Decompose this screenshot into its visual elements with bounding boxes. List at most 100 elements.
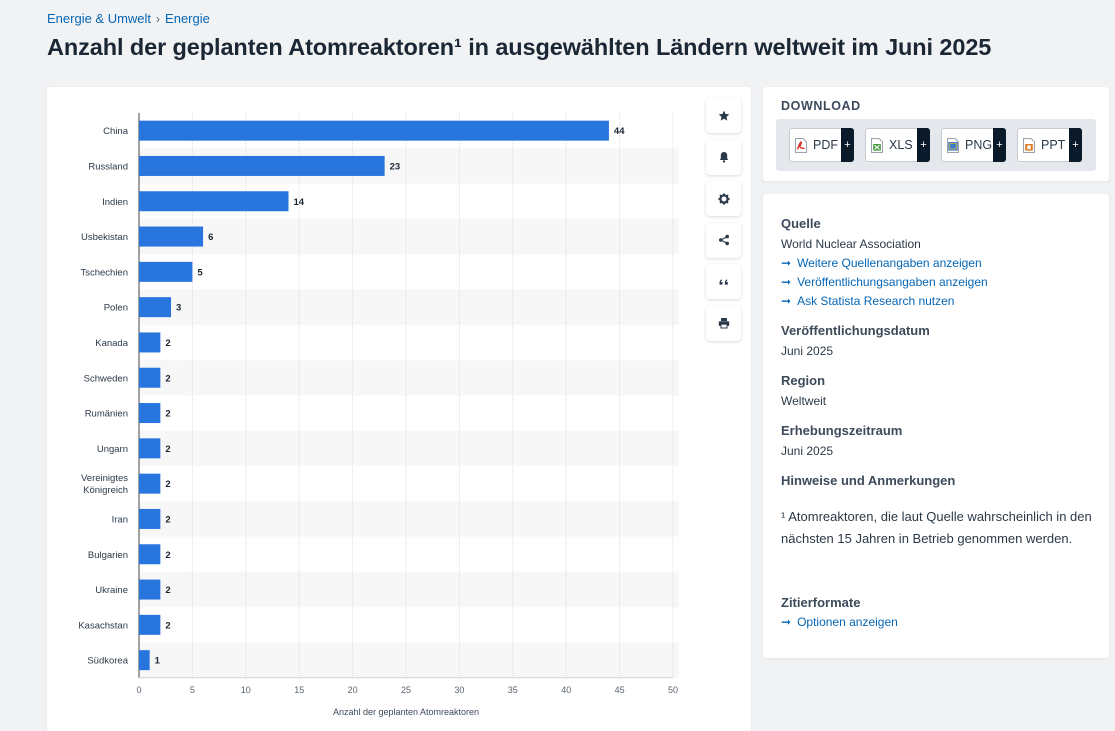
arrow-right-icon: ➞ xyxy=(781,615,792,629)
share-button[interactable] xyxy=(706,222,741,258)
category-label-line: Usbekistan xyxy=(81,232,128,243)
category-label: China xyxy=(103,126,129,137)
category-label-line: Ungarn xyxy=(97,444,128,455)
data-label: 2 xyxy=(165,585,170,596)
source-heading: Quelle xyxy=(781,216,821,231)
download-button-bar: PDF + XLS + PNG + PPT + xyxy=(776,119,1096,171)
category-label: Bulgarien xyxy=(88,550,128,561)
link-ask-research[interactable]: ➞ Ask Statista Research nutzen xyxy=(781,294,954,308)
bell-icon xyxy=(719,152,728,163)
favorite-button[interactable] xyxy=(706,98,741,133)
statistic-info-panel: Quelle World Nuclear Association ➞ Weite… xyxy=(763,194,1109,658)
category-label: Russland xyxy=(88,161,128,172)
link-ask-research-label: Ask Statista Research nutzen xyxy=(797,294,955,308)
x-tick-label: 20 xyxy=(348,685,358,695)
category-label: Schweden xyxy=(84,373,128,384)
data-label: 44 xyxy=(614,126,625,137)
publication-date-value: Juni 2025 xyxy=(781,344,834,358)
data-label: 23 xyxy=(390,161,401,172)
source-value: World Nuclear Association xyxy=(781,237,921,251)
settings-button[interactable] xyxy=(706,181,741,216)
category-label: Indien xyxy=(102,197,128,208)
data-label: 2 xyxy=(165,338,170,349)
arrow-right-icon: ➞ xyxy=(781,256,792,270)
category-label-line: Ukraine xyxy=(95,585,128,596)
bar xyxy=(139,473,161,494)
x-tick-label: 30 xyxy=(454,685,464,695)
category-label: Tschechien xyxy=(80,267,128,278)
print-button[interactable] xyxy=(706,305,741,341)
download-panel: DOWNLOAD PDF + XLS + PNG + PPT + xyxy=(763,87,1109,181)
download-pdf-button[interactable]: PDF + xyxy=(789,128,854,162)
download-ppt-label: PPT xyxy=(1041,138,1066,152)
category-label-line: Rumänien xyxy=(85,409,128,420)
breadcrumb-item-energie-umwelt[interactable]: Energie & Umwelt xyxy=(47,11,152,26)
row-background xyxy=(139,501,679,537)
data-label: 6 xyxy=(208,232,213,243)
x-tick-label: 50 xyxy=(668,685,678,695)
download-ppt-button[interactable]: PPT + xyxy=(1017,128,1082,162)
download-ppt-plus[interactable]: + xyxy=(1069,128,1082,162)
citation-formats-heading: Zitierformate xyxy=(781,595,861,610)
download-png-button[interactable]: PNG + xyxy=(941,128,1006,162)
category-label-line: Südkorea xyxy=(87,656,128,667)
chart-toolbar xyxy=(706,98,742,347)
category-label: Polen xyxy=(104,303,128,314)
bar xyxy=(139,155,385,176)
bar xyxy=(139,544,161,565)
bar xyxy=(139,226,204,247)
notes-text: ¹ Atomreaktoren, die laut Quelle wahrsch… xyxy=(781,509,1092,546)
cite-button[interactable] xyxy=(706,264,741,299)
quote-icon xyxy=(719,278,728,285)
download-png-plus[interactable]: + xyxy=(993,128,1006,162)
x-tick-label: 40 xyxy=(561,685,571,695)
link-publication-details[interactable]: ➞ Veröffentlichungsangaben anzeigen xyxy=(781,275,988,289)
bar xyxy=(139,614,161,635)
row-background xyxy=(139,571,679,608)
data-label: 2 xyxy=(165,620,170,631)
download-pdf-plus[interactable]: + xyxy=(841,128,854,162)
category-label: Vereinigtes Königreich xyxy=(81,473,128,496)
download-xls-button[interactable]: XLS + xyxy=(865,128,930,162)
survey-period-heading: Erhebungszeitraum xyxy=(781,423,903,438)
bar xyxy=(139,650,150,671)
category-label-line: Schweden xyxy=(84,373,128,384)
star-icon xyxy=(718,110,729,121)
row-background xyxy=(139,218,679,255)
png-file-icon xyxy=(947,137,959,153)
x-tick-label: 35 xyxy=(508,685,518,695)
bar xyxy=(139,508,161,529)
region-heading: Region xyxy=(781,373,826,388)
download-pdf-label: PDF xyxy=(813,138,838,152)
link-more-sources[interactable]: ➞ Weitere Quellenangaben anzeigen xyxy=(781,256,982,270)
bar xyxy=(139,438,161,459)
gear-icon xyxy=(717,192,730,205)
link-more-sources-label: Weitere Quellenangaben anzeigen xyxy=(797,256,982,270)
page-title: Anzahl der geplanten Atomreaktoren¹ in a… xyxy=(47,34,992,60)
link-publication-details-label: Veröffentlichungsangaben anzeigen xyxy=(797,275,988,289)
data-label: 2 xyxy=(165,409,170,420)
data-label: 1 xyxy=(155,656,161,667)
ppt-file-icon xyxy=(1023,137,1035,153)
download-xls-plus[interactable]: + xyxy=(917,128,930,162)
bar xyxy=(139,297,172,318)
x-tick-label: 25 xyxy=(401,685,411,695)
chart-card: 0 5 10 15 20 25 30 35 40 45 50 China 44 Russland 23 Ind… xyxy=(47,87,751,731)
category-label: Südkorea xyxy=(87,656,128,667)
breadcrumb-separator: › xyxy=(156,11,161,26)
category-label-line: Iran xyxy=(112,514,128,525)
bar xyxy=(139,191,289,212)
bar xyxy=(139,579,161,600)
data-label: 2 xyxy=(165,373,170,384)
notes-heading: Hinweise und Anmerkungen xyxy=(781,473,956,488)
link-citation-options[interactable]: ➞ Optionen anzeigen xyxy=(781,615,898,629)
x-tick-label: 10 xyxy=(241,685,251,695)
category-label: Usbekistan xyxy=(81,232,128,243)
breadcrumb-item-energie[interactable]: Energie xyxy=(165,11,210,26)
pdf-file-icon xyxy=(795,137,807,153)
data-label: 2 xyxy=(165,550,170,561)
notification-button[interactable] xyxy=(706,139,741,175)
category-label: Kanada xyxy=(95,338,128,349)
x-axis-title: Anzahl der geplanten Atomreaktoren xyxy=(333,707,479,717)
x-tick-label: 0 xyxy=(136,685,141,695)
